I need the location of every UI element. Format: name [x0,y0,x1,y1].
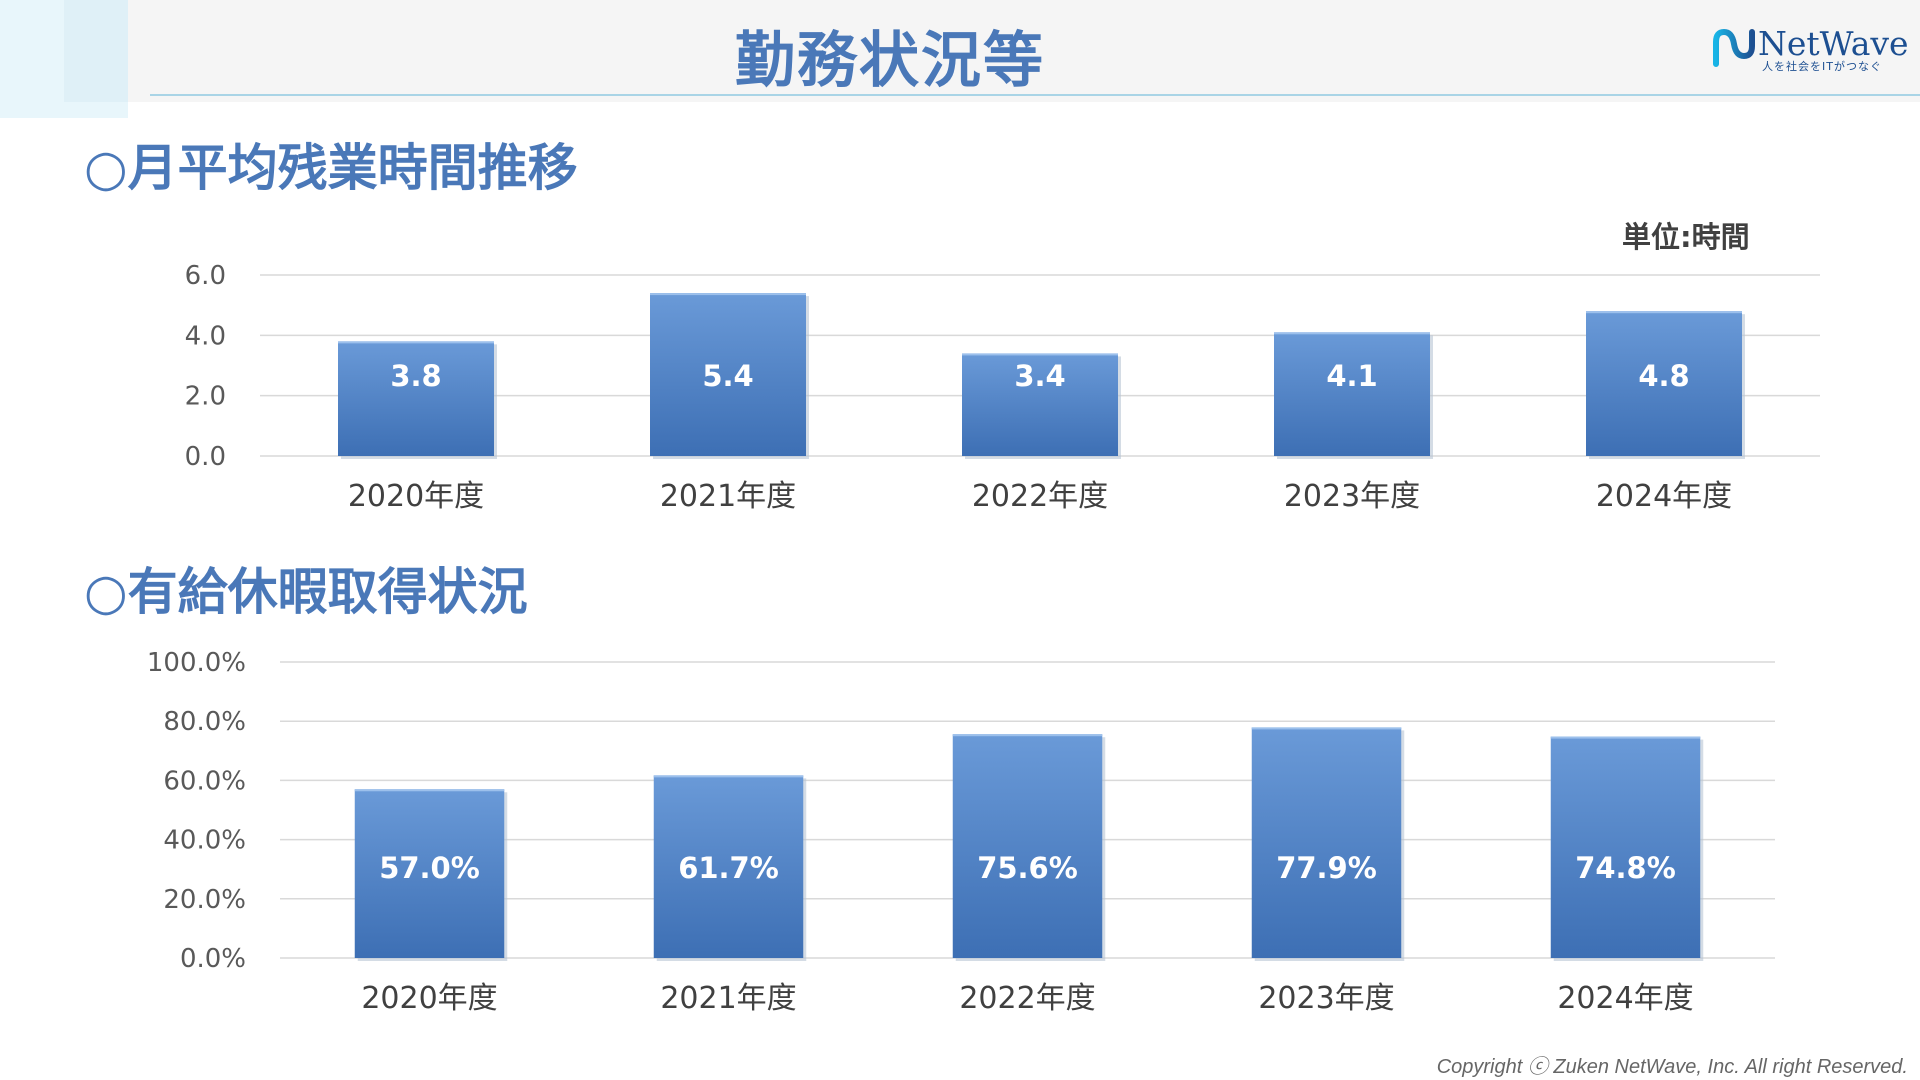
bar [1550,736,1701,958]
x-category-label: 2021年度 [660,479,796,514]
logo-name: NetWave [1758,24,1909,63]
x-category-label: 2020年度 [361,981,497,1016]
bar-highlight [1550,736,1701,739]
data-label: 57.0% [379,851,480,885]
bar-highlight [962,353,1118,356]
x-category-label: 2023年度 [1258,981,1394,1016]
bar-highlight [653,775,804,778]
bar [354,789,505,958]
bar [952,734,1103,958]
y-tick-label: 4.0 [185,321,226,351]
corner-accent-inner [64,0,128,102]
y-tick-label: 100.0% [147,648,246,678]
x-category-label: 2021年度 [660,981,796,1016]
x-category-label: 2020年度 [348,479,484,514]
bar [1274,332,1430,456]
y-tick-label: 20.0% [163,885,246,915]
x-category-label: 2024年度 [1557,981,1693,1016]
bar-highlight [650,293,806,296]
bar-highlight [1274,332,1430,335]
header-divider [150,94,1920,96]
data-label: 4.1 [1326,359,1377,393]
overtime-section-title: ○月平均残業時間推移 [84,139,578,197]
bar [962,353,1118,456]
x-category-label: 2022年度 [972,479,1108,514]
bar-highlight [338,341,494,344]
data-label: 3.4 [1014,359,1065,393]
y-tick-label: 60.0% [163,766,246,796]
data-label: 4.8 [1638,359,1689,393]
leave-chart: 0.0% 20.0% 40.0% 60.0% 80.0% 100.0% 57.0% 2020年… [0,630,1920,1030]
leave-chart-svg: 0.0% 20.0% 40.0% 60.0% 80.0% 100.0% 57.0% 2020年… [147,648,1775,1016]
bar [1586,311,1742,456]
y-tick-label: 6.0 [185,261,226,291]
data-label: 5.4 [702,359,753,393]
header-band [0,0,1920,102]
unit-label: 単位:時間 [1622,220,1750,254]
data-label: 77.9% [1276,851,1377,885]
data-label: 74.8% [1575,851,1676,885]
y-tick-label: 0.0% [180,944,246,974]
overtime-chart: 0.0 2.0 4.0 6.0 3.8 2020年度 5.4 2021年度 3.4 2022年度 4… [0,240,1920,530]
netwave-logo-icon [1713,28,1755,67]
x-category-label: 2023年度 [1284,479,1420,514]
data-label: 61.7% [678,851,779,885]
logo-tagline: 人を社会をITがつなぐ [1762,60,1882,73]
data-label: 3.8 [390,359,441,393]
bar [1251,727,1402,958]
company-logo: NetWave 人を社会をITがつなぐ [1712,24,1912,74]
x-category-label: 2022年度 [959,981,1095,1016]
x-category-label: 2024年度 [1596,479,1732,514]
bar-highlight [1586,311,1742,314]
bar-highlight [1251,727,1402,730]
bar [650,293,806,456]
bar-highlight [952,734,1103,737]
y-tick-label: 80.0% [163,707,246,737]
y-tick-label: 40.0% [163,826,246,856]
page-title: 勤務状況等 [735,26,1045,96]
data-label: 75.6% [977,851,1078,885]
bar [338,341,494,456]
overtime-chart-svg: 0.0 2.0 4.0 6.0 3.8 2020年度 5.4 2021年度 3.4 2022年度 4… [185,261,1820,514]
y-tick-label: 2.0 [185,382,226,412]
y-tick-label: 0.0 [185,442,226,472]
bar [653,775,804,958]
copyright-notice: Copyright ⓒ Zuken NetWave, Inc. All righ… [1436,1056,1908,1078]
leave-section-title: ○有給休暇取得状況 [84,563,528,621]
bar-highlight [354,789,505,792]
